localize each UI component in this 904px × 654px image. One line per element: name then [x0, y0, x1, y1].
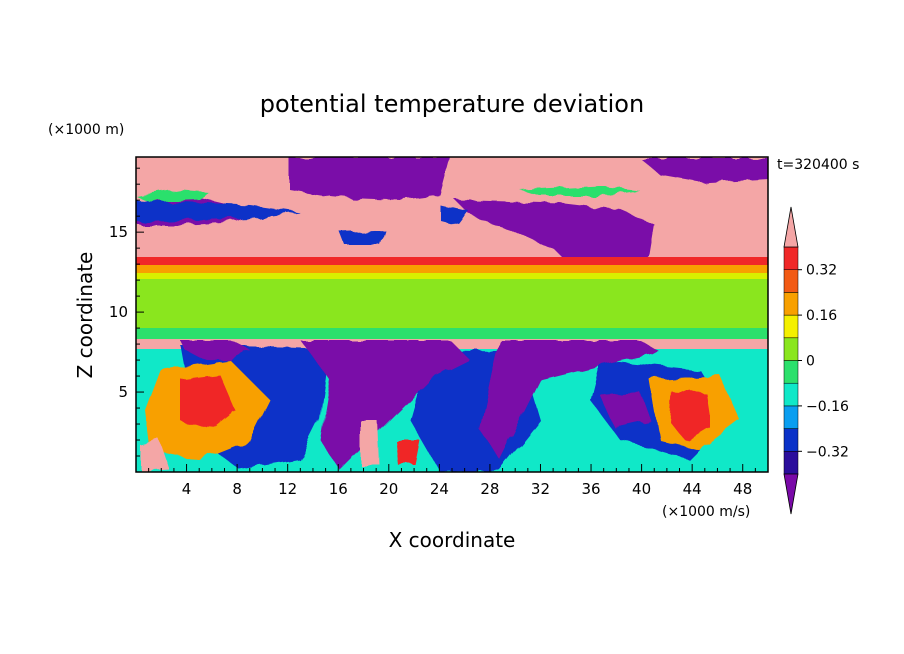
time-label: t=320400 s	[777, 157, 859, 173]
colorbar-segment	[783, 382, 799, 407]
colorbar-segment	[783, 269, 799, 293]
x-tick-label: 4	[182, 480, 192, 498]
colorbar: 0.32 0.16 0 −0.16 −0.32	[783, 206, 849, 515]
colorbar-segment	[783, 337, 799, 361]
x-tick-label: 24	[430, 480, 449, 498]
colorbar-tick-label: 0	[806, 354, 815, 370]
colorbar-segment	[783, 451, 799, 475]
yellow-band	[136, 273, 768, 279]
colorbar-tick-label: 0.32	[806, 263, 837, 279]
upper-purple-mass	[136, 157, 768, 285]
colorbar-segment	[783, 405, 799, 429]
colorbar-segment	[783, 292, 799, 316]
x-unit-label: (×1000 m/s)	[662, 504, 750, 520]
x-tick-label: 40	[632, 480, 651, 498]
colorbar-segment	[783, 314, 799, 339]
x-tick-label: 36	[581, 480, 600, 498]
colorbar-segment	[783, 246, 799, 270]
x-tick-label: 20	[379, 480, 398, 498]
x-tick-label: 8	[232, 480, 242, 498]
chart-title: potential temperature deviation	[260, 90, 644, 118]
orange-band	[136, 265, 768, 273]
x-tick-label: 16	[329, 480, 348, 498]
x-axis: 4 8 12 16 20 24 28 32 36 40 44 48	[148, 464, 756, 498]
x-tick-label: 12	[278, 480, 297, 498]
x-tick-label: 28	[480, 480, 499, 498]
y-tick-label: 15	[109, 223, 128, 241]
upper-blue-fringe	[136, 200, 470, 245]
y-axis: 5 10 15	[109, 167, 144, 457]
colorbar-max-arrow	[783, 206, 799, 248]
colorbar-tick-label: 0.16	[806, 308, 837, 324]
y-axis-label: Z coordinate	[73, 252, 97, 379]
lower-pink	[140, 420, 380, 472]
colorbar-min-arrow	[783, 473, 799, 515]
green-band-lower	[136, 328, 768, 339]
lower-red-orange	[145, 360, 740, 460]
lower-blue	[180, 345, 730, 472]
y-tick-label: 5	[118, 383, 128, 401]
x-axis-label: X coordinate	[389, 528, 516, 552]
colorbar-segment	[783, 360, 799, 384]
colorbar-segment	[783, 428, 799, 452]
y-tick-label: 10	[109, 303, 128, 321]
red-band	[136, 257, 768, 265]
x-tick-label: 48	[733, 480, 752, 498]
x-tick-label: 44	[683, 480, 702, 498]
upper-green-specks	[136, 186, 640, 202]
y-unit-label: (×1000 m)	[48, 122, 124, 138]
colorbar-tick-label: −0.16	[806, 399, 849, 415]
lower-purple	[180, 340, 660, 470]
colorbar-tick-label: −0.32	[806, 444, 849, 460]
plot-area	[136, 157, 768, 472]
x-tick-label: 32	[531, 480, 550, 498]
